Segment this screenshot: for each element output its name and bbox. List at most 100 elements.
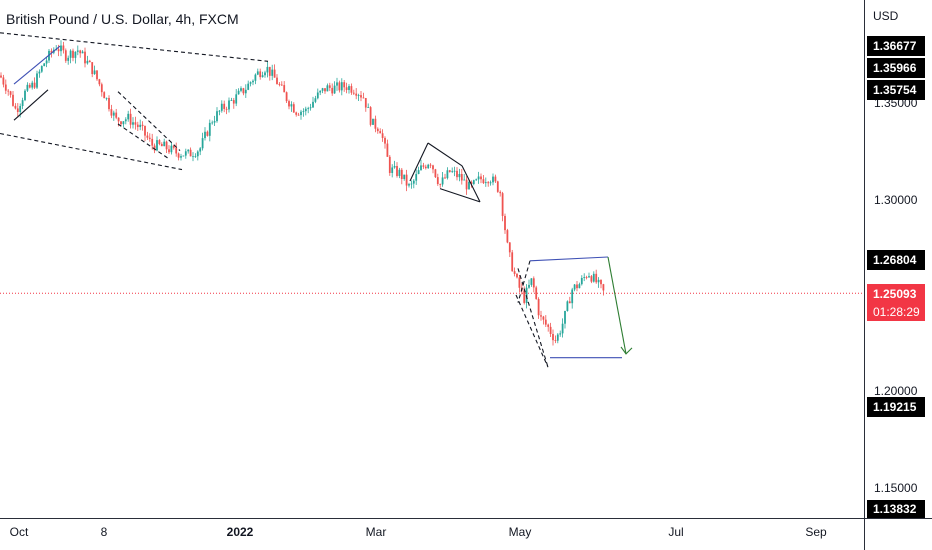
candle-body: [98, 79, 101, 85]
candle-body: [67, 57, 70, 61]
candle-body: [132, 122, 134, 125]
candle-body: [31, 82, 34, 88]
price-tag: 1.36677: [867, 36, 925, 56]
candle-body: [72, 50, 74, 58]
candle-body: [511, 252, 514, 272]
candle-body: [568, 301, 571, 304]
candle-body: [393, 166, 396, 168]
candle-body: [218, 110, 221, 112]
candle-body: [381, 133, 384, 138]
candle-body: [285, 92, 288, 102]
candle-body: [465, 179, 468, 190]
candle-body: [348, 86, 350, 90]
candle-body: [88, 60, 91, 63]
candle-body: [21, 100, 24, 107]
candle-body: [208, 122, 211, 136]
candle-body: [513, 271, 516, 274]
candle-body: [343, 82, 346, 88]
price-tick: 1.30000: [874, 193, 918, 207]
candle-body: [172, 145, 175, 148]
drop-wedge-left: [517, 260, 531, 303]
candle-body: [583, 277, 586, 278]
candle-body: [261, 75, 264, 78]
candle-body: [196, 151, 199, 157]
candle-body: [76, 50, 79, 52]
candle-body: [168, 149, 170, 153]
candle-body: [127, 113, 130, 120]
candle-body: [410, 183, 413, 185]
candle-body: [434, 169, 437, 178]
candle-body: [0, 75, 2, 78]
candle-body: [552, 333, 554, 341]
plot-area[interactable]: [0, 0, 864, 518]
candle-body: [12, 94, 14, 106]
time-axis[interactable]: [0, 518, 864, 550]
candle-body: [369, 107, 372, 125]
time-label: 8: [100, 525, 108, 539]
candle-body: [244, 89, 247, 94]
candle-body: [444, 177, 446, 179]
candle-body: [295, 112, 298, 115]
candle-body: [427, 164, 430, 169]
candle-body: [151, 138, 154, 146]
candle-body: [460, 173, 463, 181]
candle-body: [504, 215, 506, 231]
range-top-line: [529, 256, 609, 262]
candle-body: [26, 84, 29, 91]
candle-body: [50, 50, 53, 53]
candle-body: [115, 112, 118, 118]
candle-body: [280, 84, 283, 86]
time-label: May: [508, 525, 532, 539]
candle-body: [518, 277, 521, 288]
candle-body: [360, 95, 362, 98]
channel-lower-line: [0, 132, 183, 171]
candle-body: [408, 184, 410, 186]
candle-body: [501, 193, 504, 216]
candle-body: [182, 155, 185, 157]
channel-upper-line: [0, 32, 269, 62]
time-label: Oct: [9, 525, 29, 539]
candle-body: [441, 177, 444, 185]
price-tick: 1.15000: [874, 481, 918, 495]
candle-body: [120, 121, 122, 125]
price-tag: 1.35754: [867, 80, 925, 100]
candle-body: [432, 165, 434, 170]
candle-body: [43, 63, 46, 67]
candle-body: [57, 49, 60, 52]
candle-body: [556, 334, 559, 341]
candle-body: [273, 69, 276, 78]
candle-body: [91, 62, 94, 75]
candle-body: [451, 171, 454, 172]
candle-body: [144, 125, 146, 136]
candle-body: [436, 177, 439, 184]
candle-body: [283, 85, 286, 93]
candle-body: [494, 176, 497, 182]
candle-body: [86, 60, 89, 64]
candle-body: [62, 45, 65, 51]
candle-body: [566, 301, 569, 311]
flag-dashed-lower: [117, 123, 169, 159]
candle-body: [439, 183, 442, 185]
candle-body: [487, 182, 490, 184]
candle-body: [532, 278, 535, 288]
time-label: Jul: [668, 525, 684, 539]
candle-body: [134, 122, 137, 125]
candle-body: [456, 170, 458, 178]
candle-body: [336, 82, 338, 86]
candle-body: [448, 170, 451, 172]
candle-body: [506, 230, 509, 243]
candle-body: [24, 90, 26, 101]
time-label: Mar: [365, 525, 387, 539]
candle-body: [141, 124, 144, 126]
candle-body: [535, 287, 538, 299]
candle-body: [571, 289, 574, 304]
time-label: Sep: [805, 525, 827, 539]
candle-body: [388, 156, 391, 173]
axis-corner: [864, 518, 932, 550]
countdown-tag: 01:28:29: [867, 303, 925, 321]
candle-body: [480, 176, 482, 180]
currency-label[interactable]: USD: [873, 9, 899, 23]
chart-title: British Pound / U.S. Dollar, 4h, FXCM: [6, 11, 239, 27]
candle-body: [225, 108, 228, 110]
